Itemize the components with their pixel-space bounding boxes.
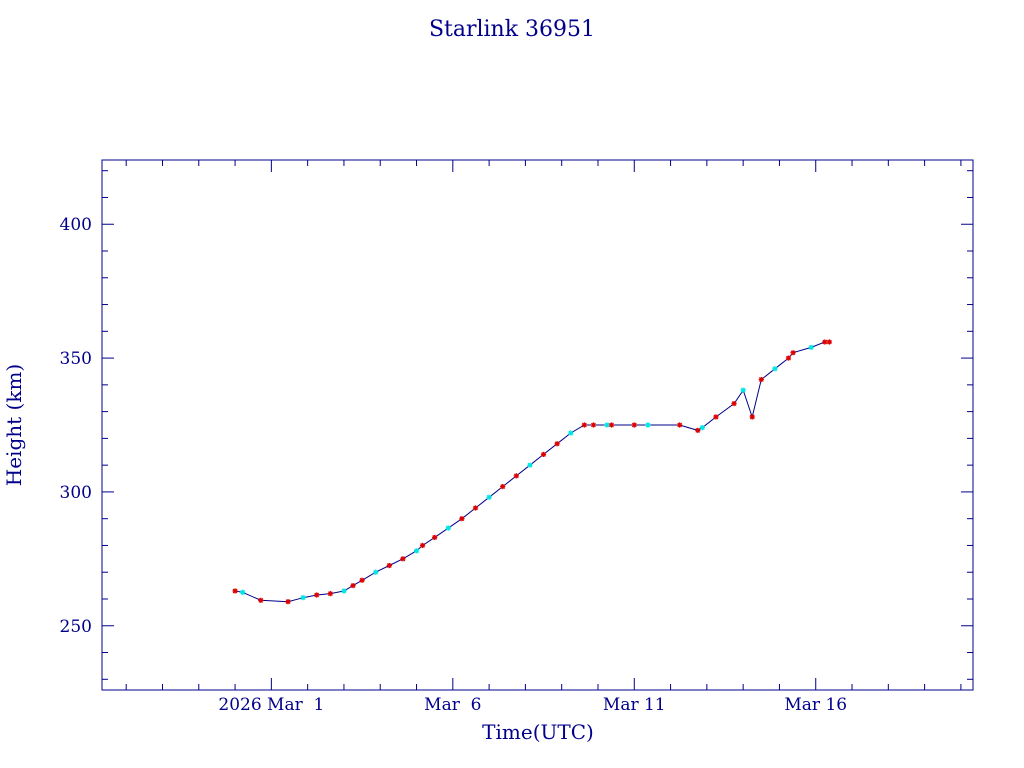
- y-tick-label: 350: [60, 349, 92, 369]
- data-point: [608, 422, 615, 428]
- data-point: [758, 376, 764, 383]
- data-point: [590, 422, 597, 428]
- data-point: [413, 548, 420, 554]
- x-tick-label: Mar 16: [784, 695, 847, 715]
- y-tick-label: 400: [60, 215, 92, 235]
- data-point: [314, 592, 320, 598]
- x-axis-ticks: [125, 160, 962, 690]
- data-point: [472, 505, 479, 511]
- x-axis-label: Time(UTC): [482, 720, 594, 744]
- data-point: [677, 422, 683, 428]
- y-axis-label: Height (km): [2, 364, 26, 486]
- data-point: [373, 569, 379, 575]
- data-point: [604, 422, 610, 428]
- data-point: [808, 344, 814, 350]
- data-point: [713, 414, 719, 420]
- data-point: [285, 599, 291, 605]
- data-point: [772, 366, 778, 372]
- x-tick-labels: 2026 Mar 1 Mar 6 Mar 11 Mar 16: [218, 695, 847, 715]
- data-point: [631, 422, 637, 428]
- data-point: [527, 462, 533, 468]
- data-point: [300, 595, 306, 601]
- y-tick-labels: 250 300 350 400: [60, 215, 92, 637]
- plot-frame: [101, 159, 974, 691]
- data-point: [826, 339, 832, 345]
- data-point: [500, 483, 506, 490]
- data-point: [822, 339, 828, 345]
- data-point: [350, 583, 356, 589]
- data-point: [232, 588, 238, 594]
- data-point: [513, 473, 519, 479]
- data-point: [749, 414, 755, 420]
- data-point: [790, 350, 796, 356]
- data-point: [645, 422, 651, 428]
- data-point: [432, 534, 438, 541]
- chart-title: Starlink 36951: [429, 17, 595, 42]
- series-line: [235, 341, 830, 603]
- data-point: [459, 516, 465, 522]
- data-point: [695, 427, 701, 433]
- data-point: [785, 355, 792, 361]
- data-point: [540, 451, 547, 458]
- y-tick-label: 250: [60, 617, 92, 637]
- data-point: [419, 542, 426, 549]
- data-point: [386, 562, 392, 569]
- y-axis-ticks: [102, 170, 973, 680]
- data-point: [258, 597, 264, 603]
- data-point: [581, 422, 587, 428]
- data-point: [699, 425, 705, 431]
- data-point: [554, 441, 560, 447]
- x-tick-label: 2026 Mar 1: [218, 695, 324, 715]
- data-point: [327, 591, 333, 597]
- data-point: [740, 387, 746, 393]
- y-tick-label: 300: [60, 483, 92, 503]
- data-point: [400, 556, 406, 562]
- data-markers: [232, 339, 832, 605]
- data-point: [731, 400, 737, 407]
- data-point: [445, 525, 451, 531]
- data-point: [240, 589, 246, 595]
- data-point: [486, 494, 492, 500]
- data-point: [359, 577, 365, 583]
- x-tick-label: Mar 11: [603, 695, 666, 715]
- data-point: [341, 588, 347, 594]
- data-point: [568, 430, 574, 436]
- x-tick-label: Mar 6: [424, 695, 481, 715]
